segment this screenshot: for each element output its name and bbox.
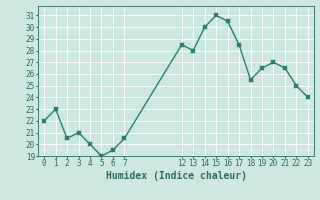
X-axis label: Humidex (Indice chaleur): Humidex (Indice chaleur) xyxy=(106,171,246,181)
